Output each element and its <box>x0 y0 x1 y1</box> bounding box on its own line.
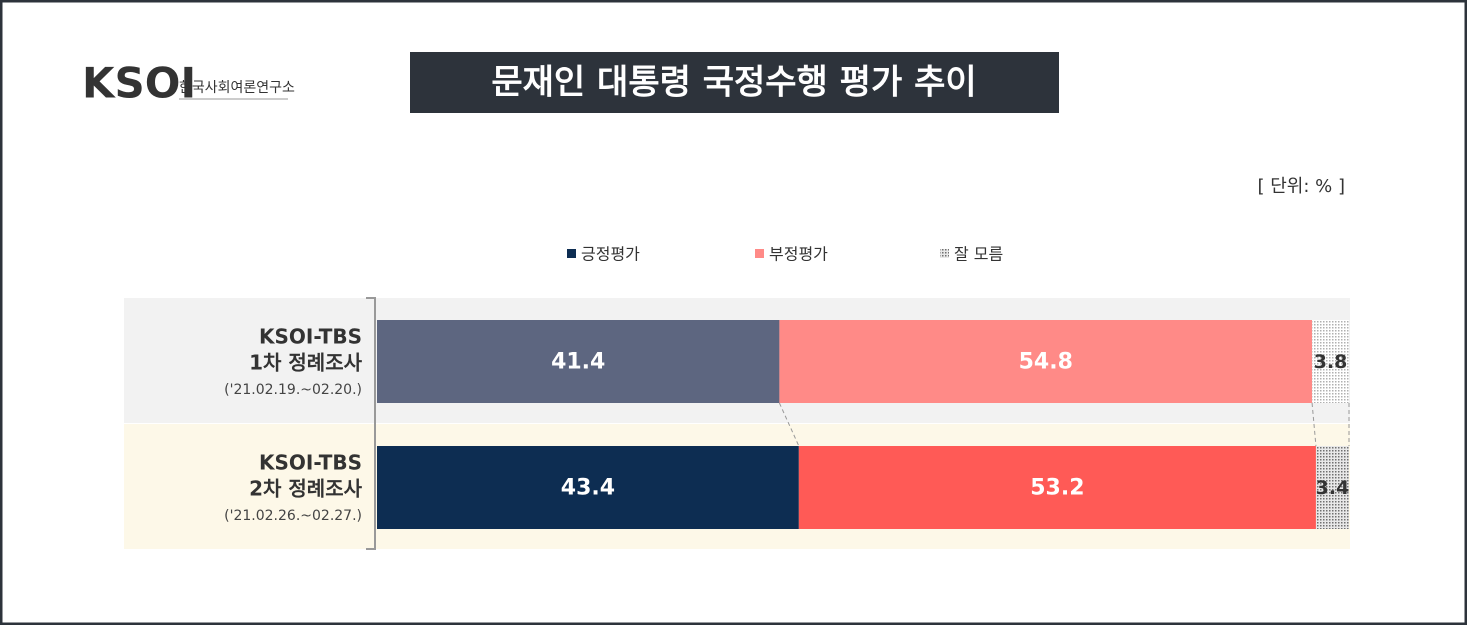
value-label: 3.8 <box>1314 351 1348 373</box>
logo-mark: KSOI <box>82 59 196 108</box>
value-label: 53.2 <box>1030 476 1084 501</box>
legend-label: 부정평가 <box>769 245 828 264</box>
bar-segment <box>1315 446 1349 529</box>
chart-title: 문재인 대통령 국정수행 평가 추이 <box>491 63 976 103</box>
legend-marker <box>940 249 949 258</box>
logo-name: 한국사회여론연구소 <box>179 80 295 96</box>
legend-marker <box>567 249 576 258</box>
legend-label: 긍정평가 <box>581 245 640 264</box>
title-box <box>410 52 1059 113</box>
category-label: KSOI-TBS <box>259 325 362 349</box>
connector <box>778 402 800 447</box>
category-label: KSOI-TBS <box>259 451 362 475</box>
value-label: 41.4 <box>551 350 605 375</box>
legend-marker <box>755 249 764 258</box>
bar-segment <box>798 446 1316 529</box>
category-label: 2차 정례조사 <box>249 477 362 501</box>
period-label: ('21.02.26.~02.27.) <box>224 508 362 524</box>
bar-segment <box>779 320 1313 403</box>
bar-segment <box>377 320 780 403</box>
legend-label: 잘 모름 <box>954 245 1003 264</box>
bar-segment <box>377 446 799 529</box>
value-label: 43.4 <box>561 476 615 501</box>
value-label: 3.4 <box>1316 477 1350 499</box>
category-label: 1차 정례조사 <box>249 351 362 375</box>
period-label: ('21.02.19.~02.20.) <box>224 382 362 398</box>
value-label: 54.8 <box>1019 350 1073 375</box>
connector <box>1311 402 1317 447</box>
bar-segment <box>1312 320 1349 403</box>
bracket <box>366 297 376 550</box>
unit-label: [ 단위: % ] <box>1258 176 1346 197</box>
